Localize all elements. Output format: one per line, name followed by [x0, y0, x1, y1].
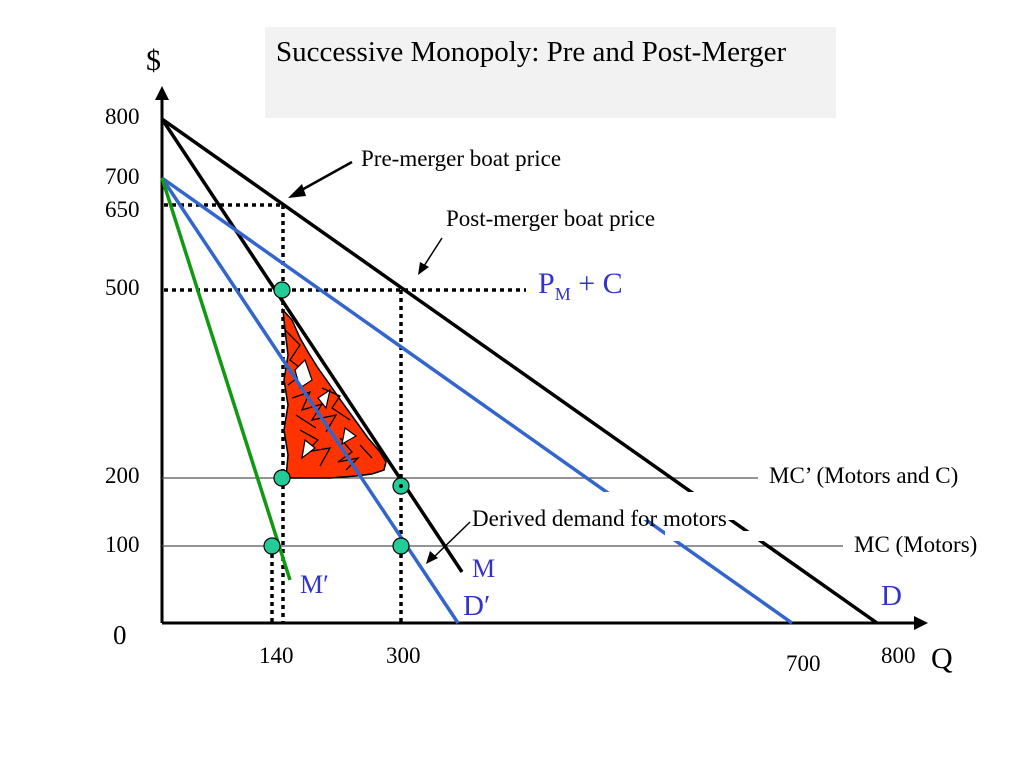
diagram-title: Successive Monopoly: Pre and Post-Merger [276, 36, 787, 68]
origin-label: 0 [113, 620, 127, 650]
point-300-100 [392, 537, 410, 555]
d-prime-label: D′ [463, 590, 491, 622]
x-axis-label: Q [931, 642, 953, 675]
mc-annotation: MC (Motors) [854, 532, 978, 557]
x-axis-arrow [914, 616, 928, 630]
y-axis-label: $ [146, 44, 161, 77]
x-tick-800: 800 [881, 643, 916, 668]
m-prime-label: M′ [300, 570, 329, 599]
m-prime-curve [160, 177, 460, 624]
y-tick-200: 200 [105, 463, 140, 488]
post-merger-annotation: Post-merger boat price [446, 206, 656, 231]
pm-base: P [538, 267, 555, 300]
pre-merger-annotation: Pre-merger boat price [361, 146, 562, 171]
mc-prime-annotation: MC’ (Motors and C) [769, 463, 959, 488]
point-140-500 [273, 281, 291, 299]
derived-demand-annotation: Derived demand for motors [472, 506, 727, 531]
label-gap-mc-prime [600, 492, 770, 520]
pm-rest: + C [570, 267, 623, 300]
pm-plus-c-label: PM + C [538, 267, 623, 305]
m-label: M [472, 554, 496, 583]
x-tick-700: 700 [786, 651, 821, 676]
post-merger-arrow [418, 237, 443, 275]
label-gap-mc [665, 531, 765, 541]
y-tick-800: 800 [105, 104, 140, 129]
y-axis-arrow [155, 86, 169, 100]
y-tick-650: 650 [105, 197, 140, 222]
derived-demand-arrow [426, 521, 471, 564]
y-tick-700: 700 [105, 164, 140, 189]
x-tick-300: 300 [386, 643, 421, 668]
point-140-200 [273, 469, 291, 487]
pm-subscript: M [554, 284, 571, 304]
pre-merger-arrow [288, 160, 353, 198]
d-prime-curve [160, 176, 794, 625]
title-box: Successive Monopoly: Pre and Post-Merger [265, 27, 836, 118]
y-tick-500: 500 [105, 275, 140, 300]
point-140-100 [263, 537, 281, 555]
d-label: D [881, 580, 902, 612]
y-tick-100: 100 [105, 532, 140, 557]
point-300-200-dot [399, 484, 403, 488]
deadweight-loss-region [282, 307, 387, 479]
m-curve [160, 118, 464, 573]
x-tick-140: 140 [259, 643, 294, 668]
m-double-prime-curve [160, 177, 292, 581]
equilibrium-points [263, 281, 410, 555]
